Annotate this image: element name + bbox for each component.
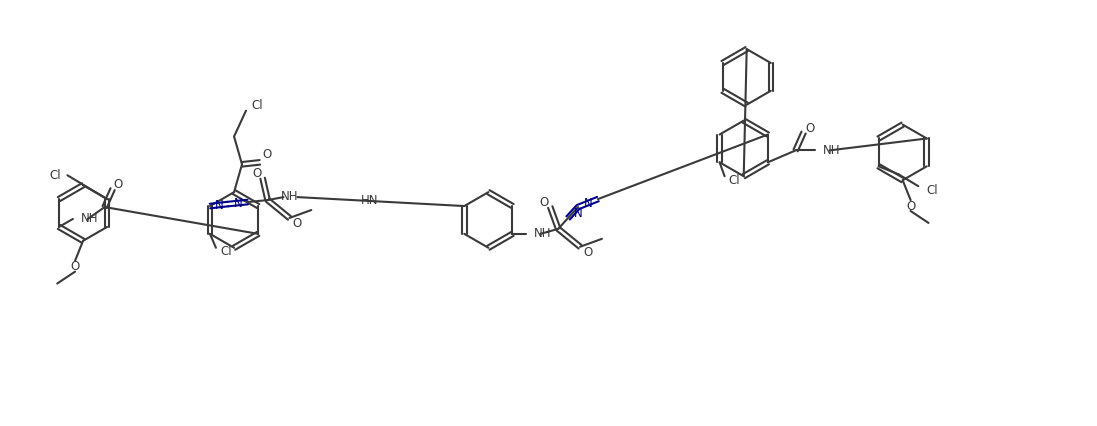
Text: Cl: Cl (728, 174, 740, 187)
Text: O: O (70, 260, 80, 273)
Text: O: O (262, 148, 271, 161)
Text: Cl: Cl (926, 184, 938, 197)
Text: O: O (584, 246, 592, 259)
Text: NH: NH (281, 190, 298, 203)
Text: NH: NH (823, 144, 840, 157)
Text: O: O (293, 217, 302, 230)
Text: O: O (540, 196, 548, 209)
Text: O: O (252, 167, 261, 180)
Text: NH: NH (534, 227, 552, 240)
Text: N: N (215, 199, 224, 212)
Text: O: O (805, 122, 814, 135)
Text: N: N (234, 196, 242, 210)
Text: O: O (906, 199, 915, 213)
Text: NH: NH (81, 213, 99, 225)
Text: N: N (584, 196, 592, 210)
Text: HN: HN (361, 194, 378, 207)
Text: Cl: Cl (49, 169, 61, 182)
Text: N: N (574, 207, 583, 221)
Text: Cl: Cl (251, 99, 262, 112)
Text: O: O (113, 178, 122, 191)
Text: Cl: Cl (219, 245, 231, 258)
